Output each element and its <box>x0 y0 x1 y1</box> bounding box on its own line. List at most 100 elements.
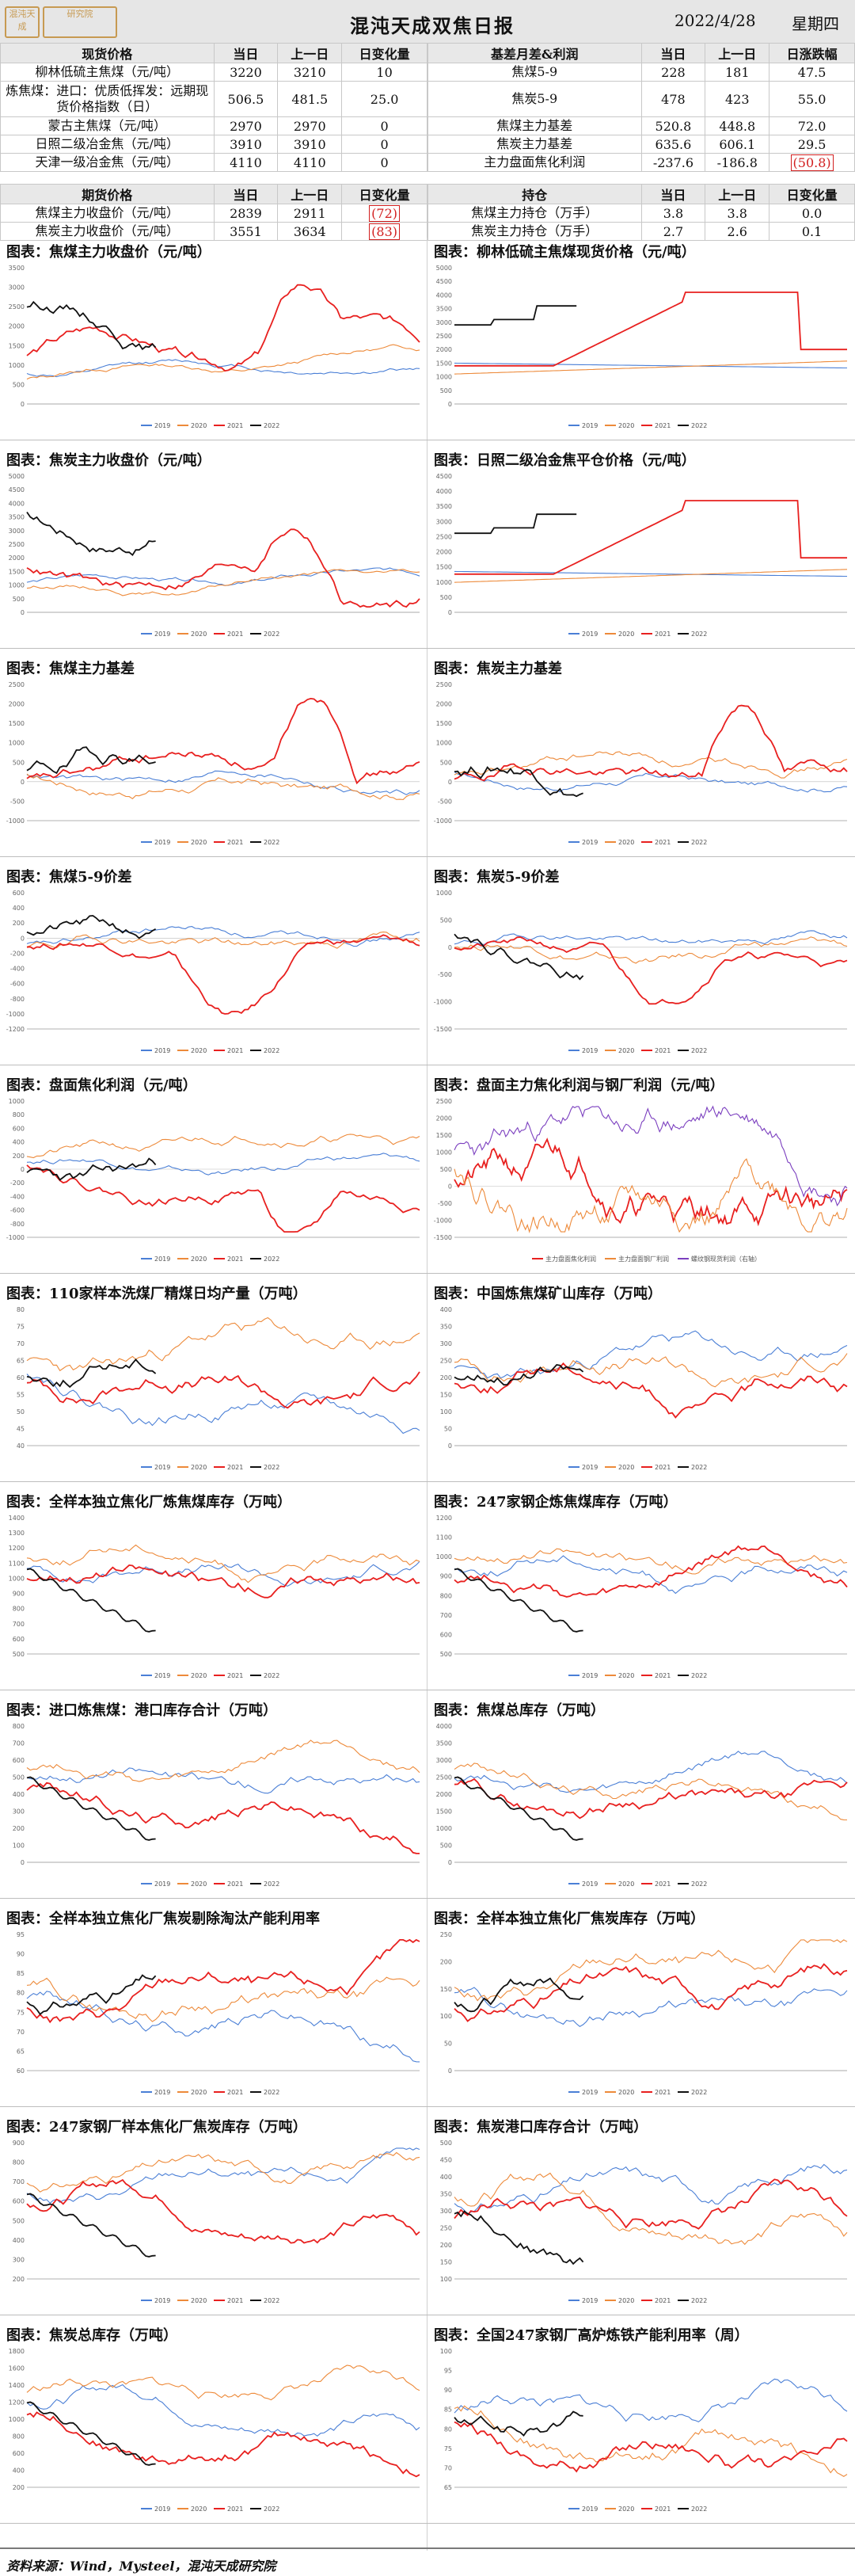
line-chart: 95 90 85 80 75 70 65 60 2019 2020 2021 2022 <box>17 1931 420 2096</box>
legend-label: 2020 <box>618 839 634 846</box>
legend-label: 2020 <box>191 1672 207 1679</box>
series-line <box>26 1544 420 1583</box>
line-chart: 1200 1100 1000 900 800 700 600 500 2019 2020 2021 2… <box>436 1515 848 1679</box>
series-line <box>454 362 847 369</box>
y-tick-label: 1000 <box>9 1575 25 1582</box>
legend-label: 2021 <box>227 2089 243 2096</box>
y-tick-label: 900 <box>13 2140 25 2147</box>
cell-value: 焦炭主力持仓（万手） <box>471 223 598 238</box>
table-row: 蒙古主焦煤（元/吨） 2970 2970 0 <box>0 116 428 135</box>
chart-title: 图表：全国247家钢厂高炉炼铁产能利用率（周） <box>434 2327 749 2344</box>
y-tick-label: 5000 <box>9 473 25 480</box>
y-tick-label: 65 <box>17 2048 25 2055</box>
chart-title: 图表：中国炼焦煤矿山库存（万吨） <box>434 1286 662 1302</box>
chart-title: 图表：焦炭主力收盘价（元/吨） <box>6 452 211 469</box>
series-line <box>26 1767 420 1794</box>
series-line <box>26 1153 420 1176</box>
y-tick-label: 3500 <box>436 306 452 313</box>
series-line <box>26 359 420 378</box>
chart-title: 图表：焦炭港口库存合计（万吨） <box>434 2119 648 2136</box>
table-cell-chg: (50.8) <box>769 153 855 172</box>
y-tick-label: 0 <box>448 2067 452 2075</box>
chart-title: 图表：247家钢厂样本焦化厂焦炭库存（万吨） <box>6 2119 307 2136</box>
table-cell-prev: 3210 <box>277 63 343 82</box>
y-tick-label: 3000 <box>9 528 25 535</box>
table-row: 焦煤5-9 228 181 47.5 <box>428 63 855 82</box>
table-cell-prev: 481.5 <box>277 81 343 117</box>
cell-value: 焦煤主力基差 <box>496 118 573 133</box>
y-tick-label: -1000 <box>6 1011 25 1018</box>
legend-label: 2020 <box>191 1881 207 1888</box>
footer: 资料来源：Wind，Mysteel，混沌天成研究院 <box>0 2547 855 2576</box>
series-line <box>454 500 847 575</box>
series-line <box>26 2193 156 2258</box>
y-tick-label: 2000 <box>436 701 452 708</box>
y-tick-label: 600 <box>13 2198 25 2205</box>
series-line <box>26 926 420 947</box>
y-tick-label: 0 <box>448 1183 452 1191</box>
y-tick-label: 500 <box>440 1651 452 1658</box>
line-chart: 800 700 600 500 400 300 200 100 0 2019 2020 2021 202… <box>13 1723 420 1888</box>
y-tick-label: 1000 <box>436 579 452 586</box>
line-chart: 2500 2000 1500 1000 500 0 -500 -1000 2019 2020 202… <box>434 681 848 846</box>
series-line <box>454 751 848 779</box>
y-tick-label: 250 <box>440 2225 452 2232</box>
legend-label: 2022 <box>264 1672 279 1679</box>
chart-panel: 图表：全国247家钢厂高炉炼铁产能利用率（周） 100 95 90 85 80 75 70 65… <box>428 2321 855 2518</box>
series-line <box>454 1977 584 2013</box>
legend-label: 2020 <box>191 1047 207 1054</box>
y-tick-label: 350 <box>440 2191 452 2198</box>
legend-label: 2019 <box>582 1881 598 1888</box>
series-line <box>454 766 583 798</box>
legend-label: 2020 <box>191 1464 207 1471</box>
series-line <box>454 1330 848 1379</box>
y-tick-label: -1500 <box>434 1234 452 1241</box>
table-cell-chg: (72) <box>341 204 428 223</box>
cell-value: 0.0 <box>801 205 823 221</box>
table-cell-chg: 25.0 <box>341 81 428 117</box>
column-header: 期货价格 <box>0 184 215 204</box>
y-tick-label: 500 <box>440 387 452 394</box>
legend-label: 2019 <box>154 839 170 846</box>
table-cell-chg: 72.0 <box>769 116 855 135</box>
series-line <box>26 1568 156 1633</box>
cell-value: 25.0 <box>370 91 399 107</box>
legend-label: 2019 <box>154 1881 170 1888</box>
y-tick-label: 4500 <box>436 473 452 480</box>
y-tick-label: 100 <box>13 1842 25 1850</box>
line-chart: 1800 1600 1400 1200 1000 800 600 400 200 2019 2020… <box>9 2348 420 2513</box>
series-line <box>26 1974 157 2016</box>
series-line <box>454 2421 848 2473</box>
table-row: 焦炭主力持仓（万手） 2.7 2.6 0.1 <box>428 222 855 241</box>
column-header: 当日 <box>640 43 706 63</box>
cell-value: 4110 <box>293 154 326 170</box>
legend-label: 2020 <box>191 2297 207 2304</box>
cell-value: 3910 <box>293 136 326 152</box>
cell-value: (83) <box>369 223 401 240</box>
y-tick-label: 2500 <box>436 681 452 688</box>
cell-value: 焦炭5-9 <box>511 91 558 106</box>
series-line <box>26 1776 156 1841</box>
y-tick-label: 95 <box>17 1931 25 1938</box>
cell-value: 3.8 <box>663 205 684 221</box>
legend-label: 2022 <box>691 422 707 429</box>
line-chart: 3500 3000 2500 2000 1500 1000 500 0 2019 2020 2021… <box>9 265 420 429</box>
y-tick-label: 100 <box>440 1408 452 1416</box>
cell-value: 4110 <box>230 154 262 170</box>
y-tick-label: 1400 <box>9 2382 25 2389</box>
y-tick-label: 1000 <box>436 374 452 381</box>
row-divider <box>0 1481 855 1482</box>
cell-value: 3634 <box>293 223 326 239</box>
y-tick-label: 800 <box>13 1111 25 1118</box>
table-cell-name: 焦炭主力基差 <box>428 135 642 154</box>
series-line <box>454 1762 848 1821</box>
column-header: 基差月差&利润 <box>428 43 642 63</box>
series-line <box>454 570 847 577</box>
series-line <box>454 1778 848 1820</box>
legend-label: 2019 <box>582 2297 598 2304</box>
y-tick-label: 50 <box>17 1408 25 1416</box>
series-line <box>454 569 848 583</box>
column-header: 日变化量 <box>341 184 428 204</box>
legend-label: 主力盘面焦化利润 <box>545 1255 596 1263</box>
table-cell-today: 478 <box>640 81 706 117</box>
